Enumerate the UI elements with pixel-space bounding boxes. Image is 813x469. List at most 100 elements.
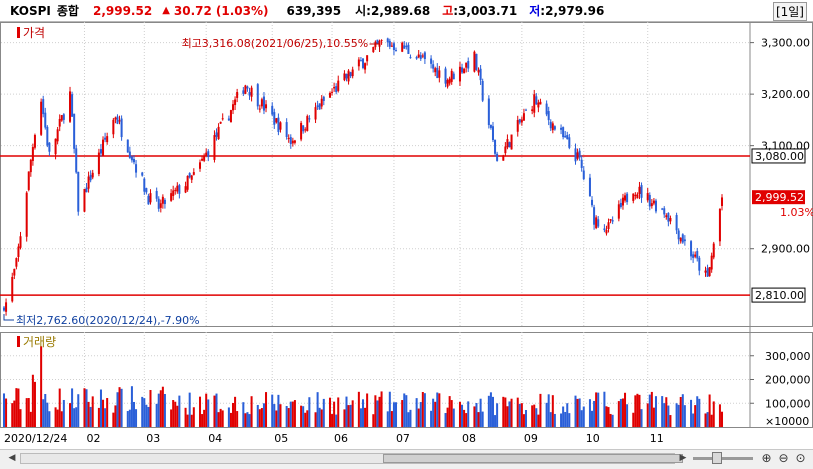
price-candle	[582, 170, 585, 180]
price-candle	[568, 137, 571, 148]
price-candle	[219, 121, 222, 124]
price-candle	[661, 208, 664, 210]
volume-bar	[669, 415, 672, 427]
price-candle	[13, 268, 16, 276]
volume-bar	[438, 393, 441, 427]
volume-bar	[720, 411, 724, 427]
zoom-out-icon[interactable]: ⊖	[778, 451, 789, 465]
volume-bar	[508, 401, 511, 427]
price-candle	[54, 138, 57, 155]
volume-bar	[306, 410, 309, 427]
price-candle	[314, 107, 317, 120]
volume-bar	[15, 388, 18, 427]
price-candle	[718, 209, 721, 242]
price-candle	[351, 69, 354, 77]
volume-bar	[706, 412, 709, 427]
price-candle	[438, 70, 441, 78]
price-candle	[407, 44, 410, 54]
scrollbar-thumb[interactable]	[383, 454, 683, 463]
volume-bar	[71, 388, 74, 427]
zoom-in-icon[interactable]: ⊕	[761, 451, 772, 465]
volume-bar	[232, 402, 235, 427]
price-candle	[143, 178, 146, 192]
volume-bar	[588, 399, 591, 427]
zoom-slider-knob[interactable]	[712, 452, 722, 464]
price-candle	[198, 162, 202, 169]
period-selector[interactable]: [1일]	[772, 2, 807, 21]
volume-bar	[83, 388, 86, 427]
price-candle	[531, 109, 534, 111]
volume-bar	[46, 402, 49, 427]
volume-bar	[213, 395, 216, 427]
price-candle	[289, 137, 292, 145]
price-candle	[574, 148, 577, 162]
symbol-code[interactable]: KOSPI	[10, 3, 51, 18]
volume-bar	[289, 401, 292, 427]
price-candle	[337, 80, 340, 91]
price-candle	[291, 140, 294, 144]
volume-bar	[568, 413, 571, 427]
price-candle	[279, 122, 282, 130]
volume-bar	[432, 398, 435, 427]
volume-bar	[33, 381, 36, 427]
volume-bar	[97, 407, 100, 427]
volume-bar	[287, 408, 290, 427]
price-candle	[465, 62, 468, 68]
volume-bar	[638, 394, 641, 427]
volume-bar	[566, 403, 569, 427]
low-value: :2,979.96	[540, 3, 605, 18]
price-candle	[640, 185, 643, 198]
volume-bar	[190, 414, 193, 427]
volume-bar	[244, 413, 247, 427]
scroll-right-arrow-icon[interactable]: ▶	[679, 453, 687, 463]
price-candle	[603, 228, 606, 231]
volume-bar	[112, 412, 115, 427]
horizontal-line-tag	[751, 287, 806, 303]
volume-bar	[434, 401, 437, 427]
price-candle	[87, 176, 90, 189]
price-candle	[436, 67, 439, 79]
scroll-left-arrow-icon[interactable]: ◀	[8, 453, 16, 463]
date-tick-label: 06	[334, 432, 348, 445]
volume-bar	[712, 401, 715, 427]
volume-bar	[155, 403, 158, 427]
zoom-slider-track[interactable]	[693, 457, 753, 460]
price-candle	[419, 55, 422, 59]
zoom-fit-icon[interactable]: ⊙	[795, 451, 806, 465]
volume-bar	[463, 409, 466, 427]
volume-tick-label: 100,000	[765, 397, 811, 410]
volume-bar	[458, 401, 461, 427]
date-tick-label: 09	[524, 432, 538, 445]
horizontal-scrollbar[interactable]	[20, 453, 683, 464]
volume-bar	[159, 390, 162, 427]
price-candle	[328, 92, 331, 98]
volume-bar	[364, 407, 367, 427]
volume-bar	[650, 391, 653, 427]
price-candle	[188, 173, 191, 178]
price-candle	[690, 241, 693, 257]
volume-bar	[465, 413, 468, 427]
volume-bar	[205, 393, 208, 427]
volume-bar	[551, 395, 554, 427]
volume-bar	[374, 395, 377, 427]
price-candle	[300, 122, 303, 140]
volume-bar	[234, 396, 237, 427]
price-candle	[405, 45, 408, 47]
volume-bar	[56, 409, 59, 427]
volume-bar	[322, 398, 325, 427]
price-candle	[316, 105, 319, 107]
last-price-tag	[752, 190, 805, 205]
volume-bar	[619, 398, 622, 427]
volume-bar	[44, 394, 47, 427]
price-candle	[349, 72, 352, 77]
date-tick-label: 04	[208, 432, 222, 445]
price-candle	[308, 118, 311, 120]
chart-canvas[interactable]: 3,080.002,810.002,999.521.03% 3,300.003,…	[0, 22, 813, 449]
volume-bar	[48, 411, 51, 427]
price-candle	[178, 185, 181, 194]
volume-bar	[149, 389, 152, 427]
price-candle	[48, 142, 51, 152]
price-candle	[626, 193, 629, 203]
volume-bar	[291, 401, 294, 427]
price-panel-marker	[17, 27, 20, 38]
